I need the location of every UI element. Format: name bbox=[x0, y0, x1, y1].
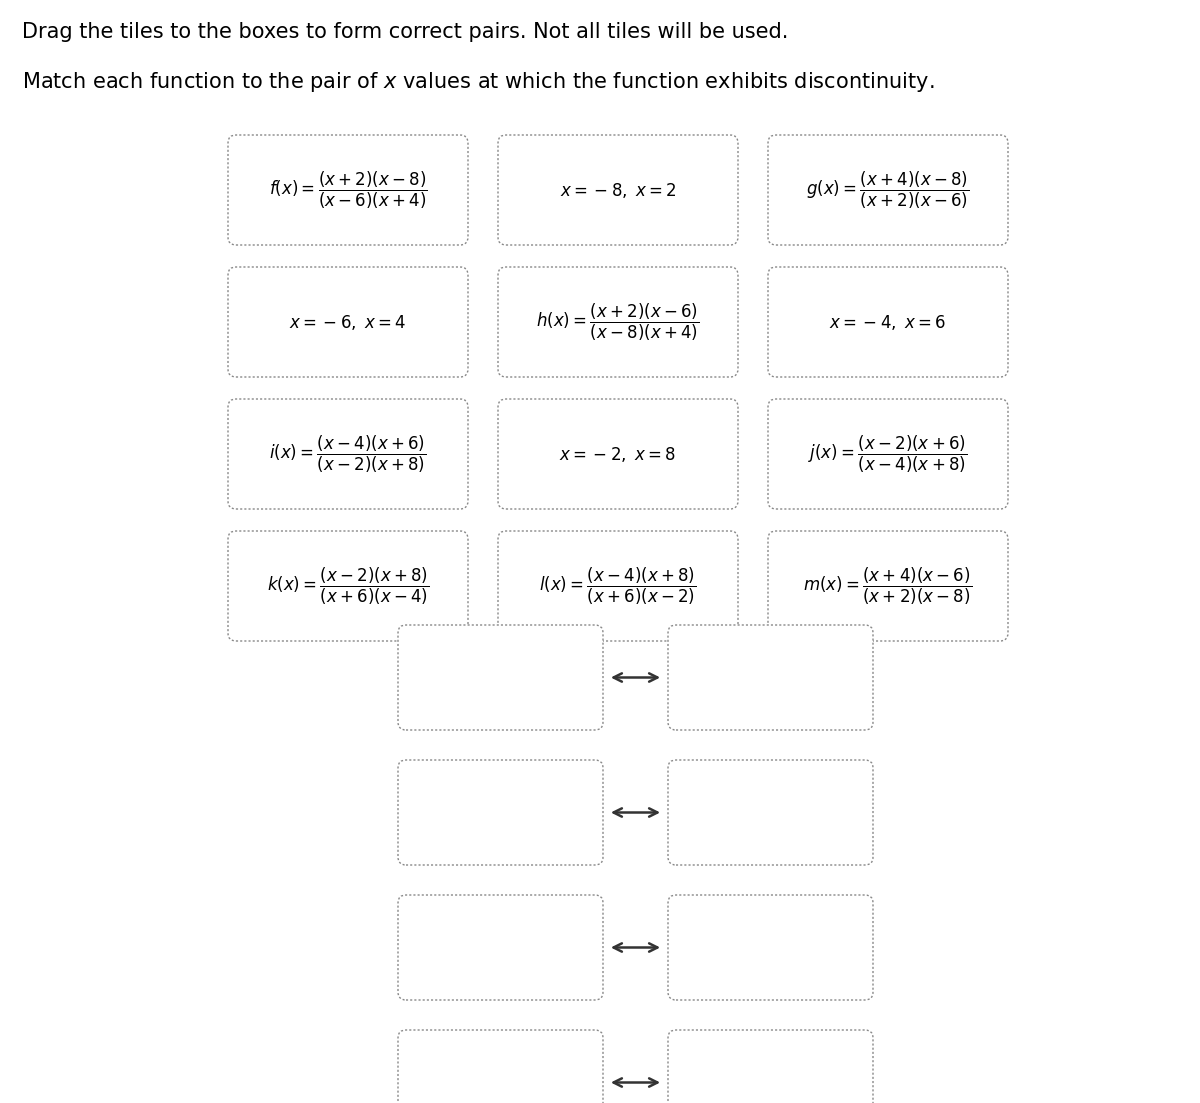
FancyBboxPatch shape bbox=[668, 625, 874, 730]
FancyBboxPatch shape bbox=[768, 267, 1008, 377]
Text: $x = -4,\ x = 6$: $x = -4,\ x = 6$ bbox=[829, 312, 947, 332]
Text: $g(x) = \dfrac{(x+4)(x-8)}{(x+2)(x-6)}$: $g(x) = \dfrac{(x+4)(x-8)}{(x+2)(x-6)}$ bbox=[806, 170, 970, 211]
Text: Match each function to the pair of $x$ values at which the function exhibits dis: Match each function to the pair of $x$ v… bbox=[22, 69, 935, 94]
Text: $h(x) = \dfrac{(x+2)(x-6)}{(x-8)(x+4)}$: $h(x) = \dfrac{(x+2)(x-6)}{(x-8)(x+4)}$ bbox=[536, 301, 700, 343]
Text: $i(x) = \dfrac{(x-4)(x+6)}{(x-2)(x+8)}$: $i(x) = \dfrac{(x-4)(x+6)}{(x-2)(x+8)}$ bbox=[269, 433, 427, 474]
FancyBboxPatch shape bbox=[228, 135, 468, 245]
FancyBboxPatch shape bbox=[398, 895, 604, 1000]
FancyBboxPatch shape bbox=[398, 625, 604, 730]
FancyBboxPatch shape bbox=[228, 267, 468, 377]
FancyBboxPatch shape bbox=[768, 531, 1008, 641]
Text: $x = -6,\ x = 4$: $x = -6,\ x = 4$ bbox=[289, 312, 407, 332]
Text: Drag the tiles to the boxes to form correct pairs. Not all tiles will be used.: Drag the tiles to the boxes to form corr… bbox=[22, 22, 788, 42]
FancyBboxPatch shape bbox=[398, 1030, 604, 1103]
FancyBboxPatch shape bbox=[498, 531, 738, 641]
Text: $x = -2,\ x = 8$: $x = -2,\ x = 8$ bbox=[559, 445, 677, 463]
FancyBboxPatch shape bbox=[668, 1030, 874, 1103]
FancyBboxPatch shape bbox=[668, 760, 874, 865]
Text: $x = -8,\ x = 2$: $x = -8,\ x = 2$ bbox=[559, 181, 677, 200]
FancyBboxPatch shape bbox=[498, 399, 738, 508]
Text: $j(x) = \dfrac{(x-2)(x+6)}{(x-4)(x+8)}$: $j(x) = \dfrac{(x-2)(x+6)}{(x-4)(x+8)}$ bbox=[809, 433, 967, 474]
FancyBboxPatch shape bbox=[398, 760, 604, 865]
Text: $m(x) = \dfrac{(x+4)(x-6)}{(x+2)(x-8)}$: $m(x) = \dfrac{(x+4)(x-6)}{(x+2)(x-8)}$ bbox=[804, 566, 972, 607]
FancyBboxPatch shape bbox=[228, 531, 468, 641]
Text: $f(x) = \dfrac{(x+2)(x-8)}{(x-6)(x+4)}$: $f(x) = \dfrac{(x+2)(x-8)}{(x-6)(x+4)}$ bbox=[269, 170, 427, 211]
Text: $k(x) = \dfrac{(x-2)(x+8)}{(x+6)(x-4)}$: $k(x) = \dfrac{(x-2)(x+8)}{(x+6)(x-4)}$ bbox=[266, 566, 430, 607]
FancyBboxPatch shape bbox=[668, 895, 874, 1000]
FancyBboxPatch shape bbox=[768, 399, 1008, 508]
FancyBboxPatch shape bbox=[228, 399, 468, 508]
FancyBboxPatch shape bbox=[498, 267, 738, 377]
Text: $l(x) = \dfrac{(x-4)(x+8)}{(x+6)(x-2)}$: $l(x) = \dfrac{(x-4)(x+8)}{(x+6)(x-2)}$ bbox=[539, 566, 697, 607]
FancyBboxPatch shape bbox=[768, 135, 1008, 245]
FancyBboxPatch shape bbox=[498, 135, 738, 245]
